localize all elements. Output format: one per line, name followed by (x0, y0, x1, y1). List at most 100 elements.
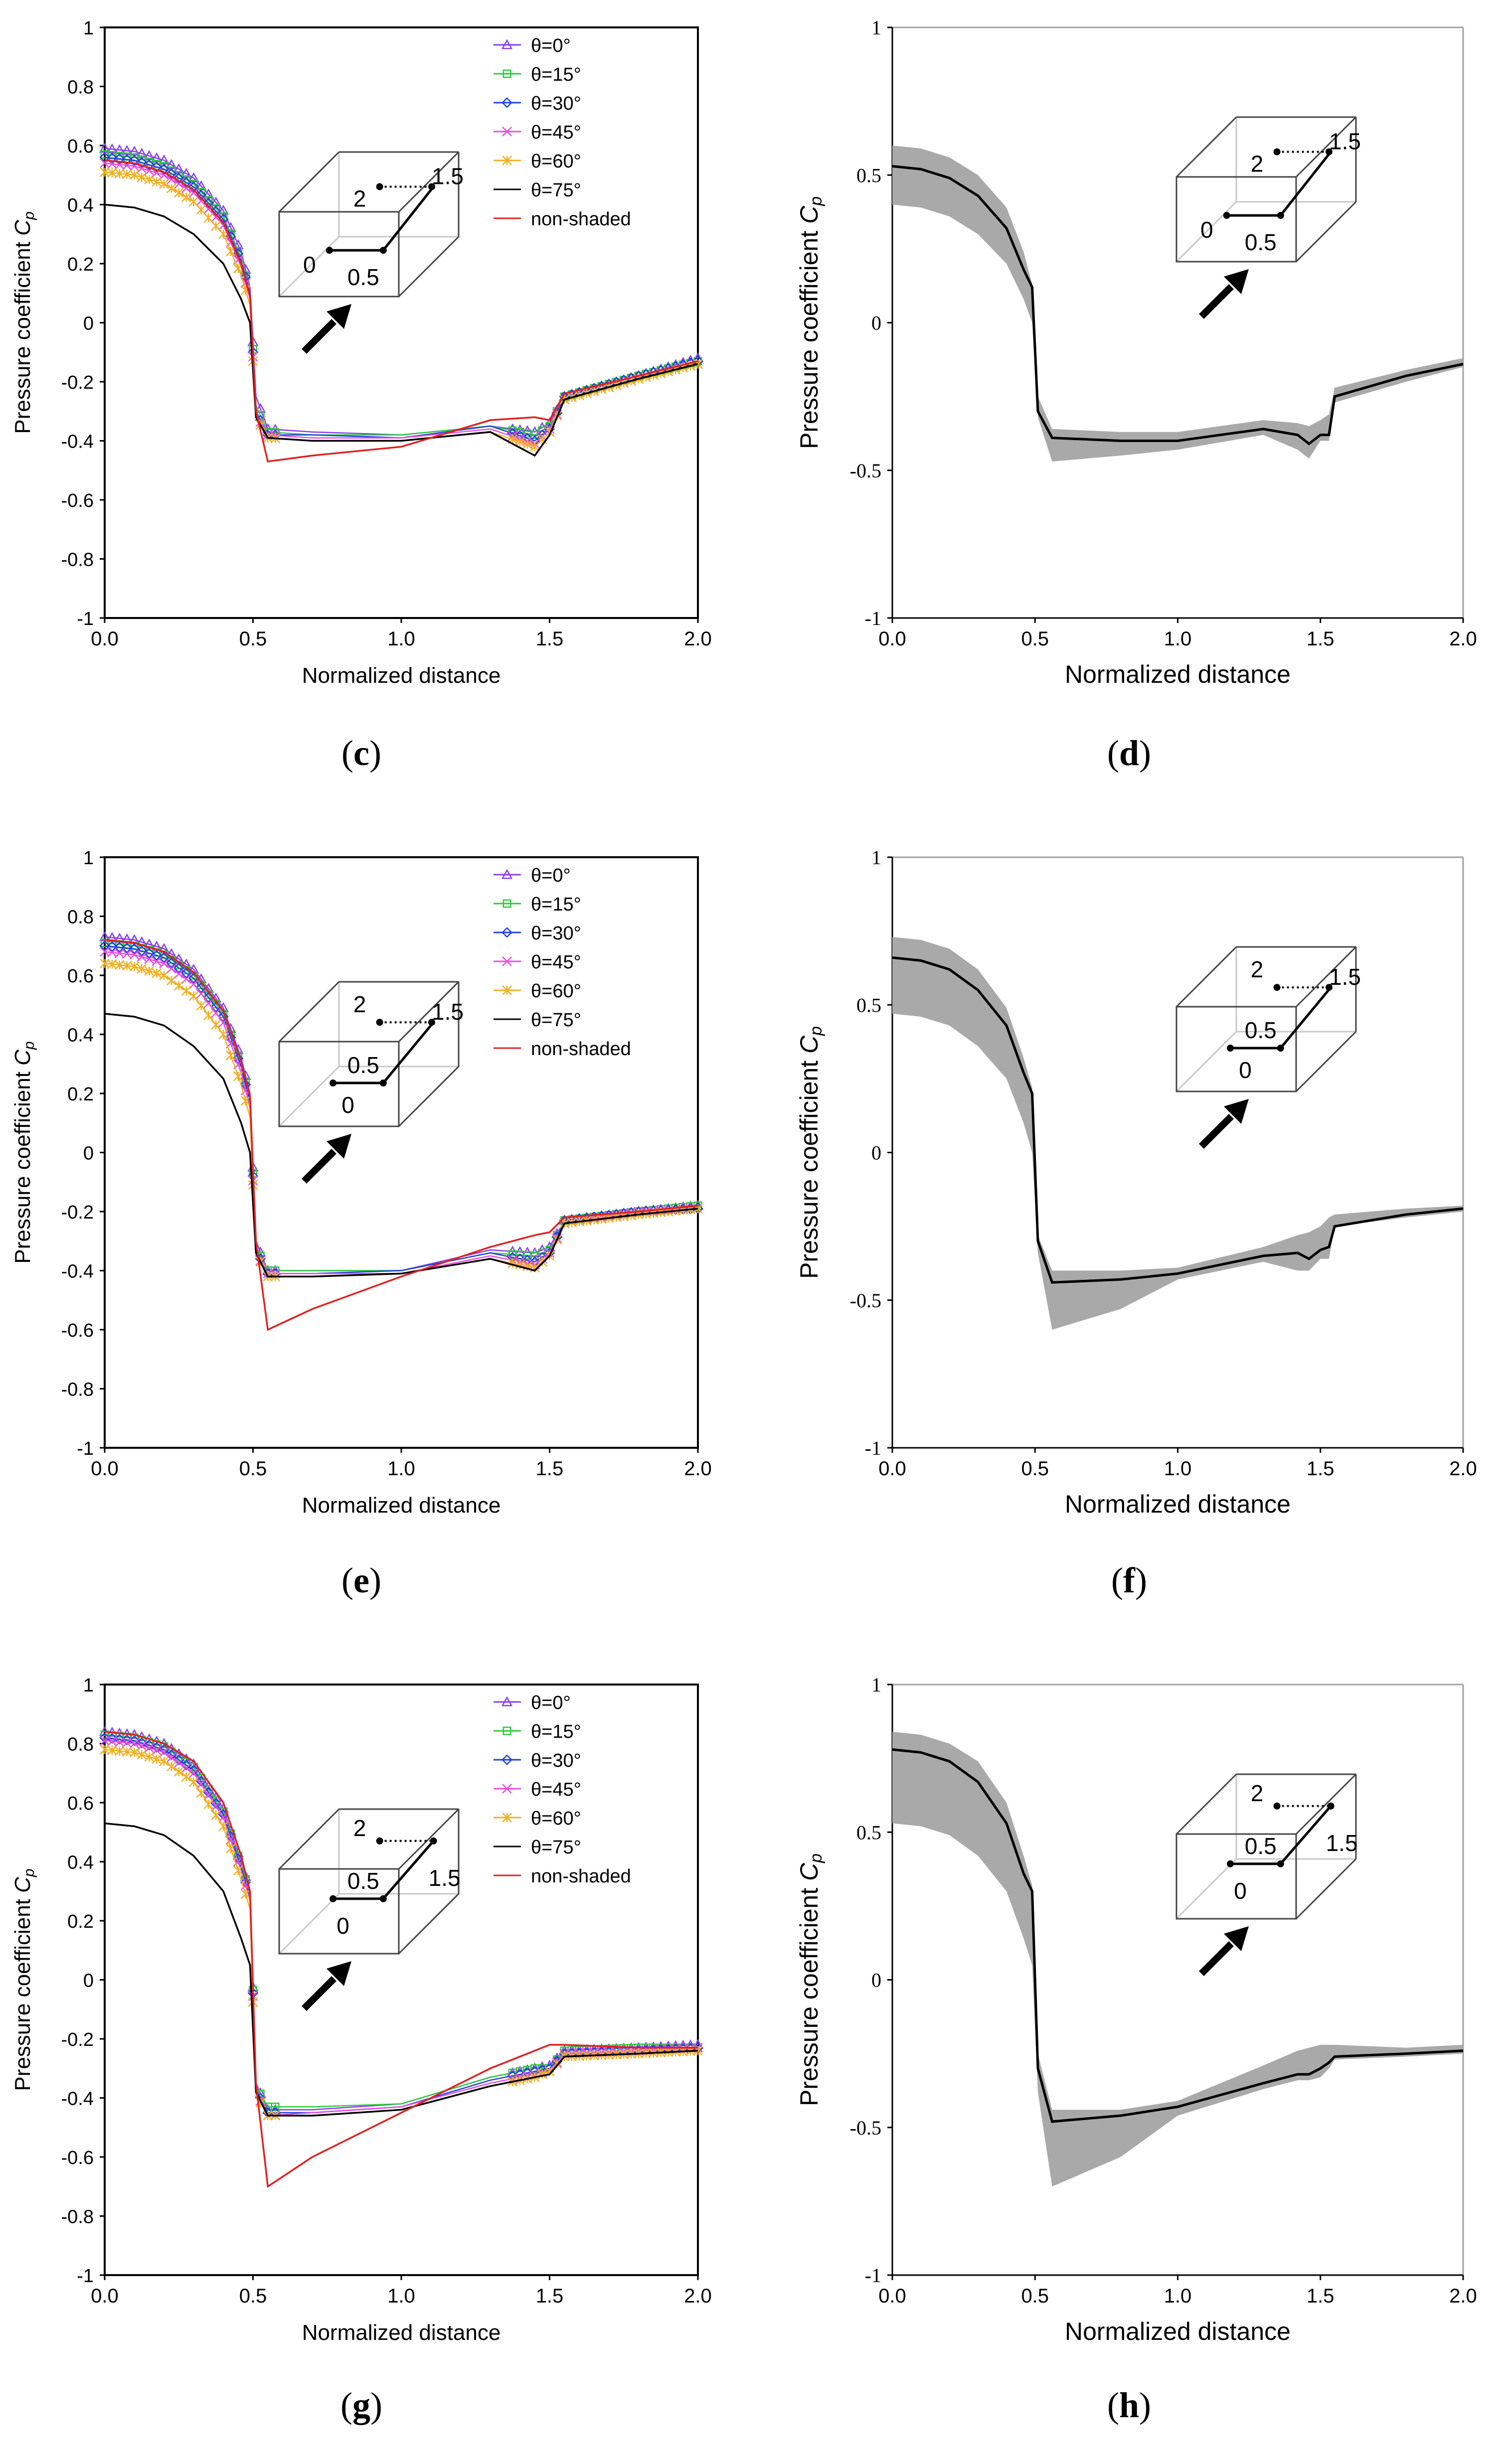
cube-edge (1175, 1031, 1237, 1092)
cube-edge (278, 1893, 340, 1955)
cube-edge (398, 1066, 460, 1127)
data-point (233, 1071, 243, 1081)
cube-edge (1175, 1773, 1237, 1835)
chart-panel-f: 1 0.5 0 -0.5 -10.0 0.5 1.0 1.5 2.0 Normalized dis… (795, 846, 1477, 1518)
y-tick-label: 0.8 (67, 77, 94, 98)
data-point (181, 1763, 191, 1773)
legend-item: θ=75° (494, 1010, 581, 1031)
legend-label: θ=30° (531, 923, 581, 944)
cube-edge (1175, 116, 1237, 178)
data-point (144, 1739, 155, 1751)
data-point (225, 1050, 236, 1061)
legend-item: non-shaded (494, 1866, 631, 1887)
data-point (159, 958, 169, 969)
measurement-point (1273, 1802, 1281, 1810)
y-tick-label: -1 (865, 607, 881, 629)
y-tick-label: 0.4 (67, 195, 94, 216)
data-point (152, 176, 162, 187)
data-point (502, 1726, 511, 1735)
y-tick-label: 0 (83, 313, 94, 334)
y-tick-label: -1 (865, 1437, 881, 1459)
x-tick-label: 2.0 (684, 628, 712, 650)
cube-edge (1295, 1858, 1357, 1920)
legend: θ=0° θ=15° θ=30° θ=45° θ=60° θ=75° non-shaded (494, 865, 631, 1060)
data-point (522, 439, 532, 450)
data-point (137, 172, 147, 182)
legend-label: θ=30° (531, 1750, 581, 1771)
legend-item: θ=30° (494, 923, 581, 944)
y-tick-label: -1 (77, 1438, 94, 1459)
data-point (136, 1737, 148, 1748)
cube-edge (1175, 201, 1237, 263)
data-point (151, 950, 162, 961)
data-point (114, 153, 125, 164)
legend-item: θ=45° (494, 952, 581, 973)
legend-label: θ=75° (531, 1010, 581, 1031)
legend-item: θ=45° (494, 122, 581, 143)
legend-label: θ=75° (531, 1837, 581, 1858)
data-point (121, 154, 133, 165)
legend-label: θ=60° (531, 1808, 581, 1829)
plot-frame (104, 856, 699, 1449)
measurement-point (1227, 1045, 1234, 1052)
y-tick-label: 0 (83, 1143, 94, 1164)
measurement-point (1227, 1860, 1234, 1867)
y-tick-label: 0.6 (67, 136, 94, 157)
data-point (129, 943, 140, 954)
measurement-label: 1.5 (429, 1865, 461, 1891)
data-point (188, 1777, 199, 1787)
y-axis-label: Pressure coefficient Cp (10, 211, 37, 434)
x-tick-label: 1.5 (1307, 2285, 1334, 2307)
data-point (99, 152, 110, 163)
wind-arrow (302, 319, 336, 354)
data-point (211, 1020, 221, 1030)
data-point (114, 941, 125, 953)
range-band (892, 936, 1463, 1330)
data-point (173, 980, 184, 991)
cube-edge (278, 236, 340, 298)
y-tick-label: 1 (871, 16, 881, 39)
data-point (271, 2102, 280, 2111)
y-tick-label: 0.2 (67, 1911, 94, 1932)
inset-cube-e: 2 1.5 0.5 0 (278, 981, 464, 1184)
legend-item: non-shaded (494, 209, 631, 230)
x-tick-label: 0.5 (239, 628, 267, 650)
measurement-point (379, 1079, 387, 1086)
measurement-label: 0.5 (1245, 1017, 1277, 1043)
measurement-label: 0 (1200, 217, 1213, 243)
x-tick-label: 0.5 (239, 1458, 267, 1480)
mean-line (892, 164, 1464, 446)
legend-label: θ=75° (531, 180, 581, 201)
series-line (104, 963, 698, 1277)
x-tick-label: 0.0 (878, 628, 906, 650)
data-point (152, 956, 162, 966)
data-point (188, 991, 199, 1001)
measurement-label: 2 (1251, 1780, 1264, 1806)
legend-item: θ=30° (494, 1750, 581, 1771)
data-point (166, 183, 176, 193)
wind-arrow (1199, 1114, 1234, 1149)
data-point (188, 1765, 199, 1776)
data-point (181, 986, 191, 996)
chart-panel-d: 1 0.5 0 -0.5 -10.0 0.5 1.0 1.5 2.0 Normalized dis… (795, 16, 1477, 688)
data-point (166, 975, 176, 986)
measurement-label: 2 (353, 1815, 366, 1841)
y-tick-label: -0.5 (850, 460, 881, 482)
cube-front-face (1175, 1833, 1297, 1920)
data-point (188, 181, 199, 192)
measurement-point (1327, 1802, 1334, 1810)
wind-arrow-head (1224, 269, 1249, 294)
series-θ=15° (100, 938, 702, 1275)
measurement-label: 0.5 (347, 264, 379, 290)
y-tick-label: 0 (83, 1971, 94, 1992)
data-point (203, 998, 214, 1009)
series-line (104, 203, 698, 457)
legend-item: θ=15° (494, 894, 581, 915)
data-point (173, 962, 184, 973)
data-point (144, 174, 155, 185)
cube-edge (398, 1808, 460, 1870)
measurement-point (430, 1837, 437, 1845)
x-tick-label: 1.5 (536, 2285, 564, 2307)
data-point (173, 1754, 184, 1765)
